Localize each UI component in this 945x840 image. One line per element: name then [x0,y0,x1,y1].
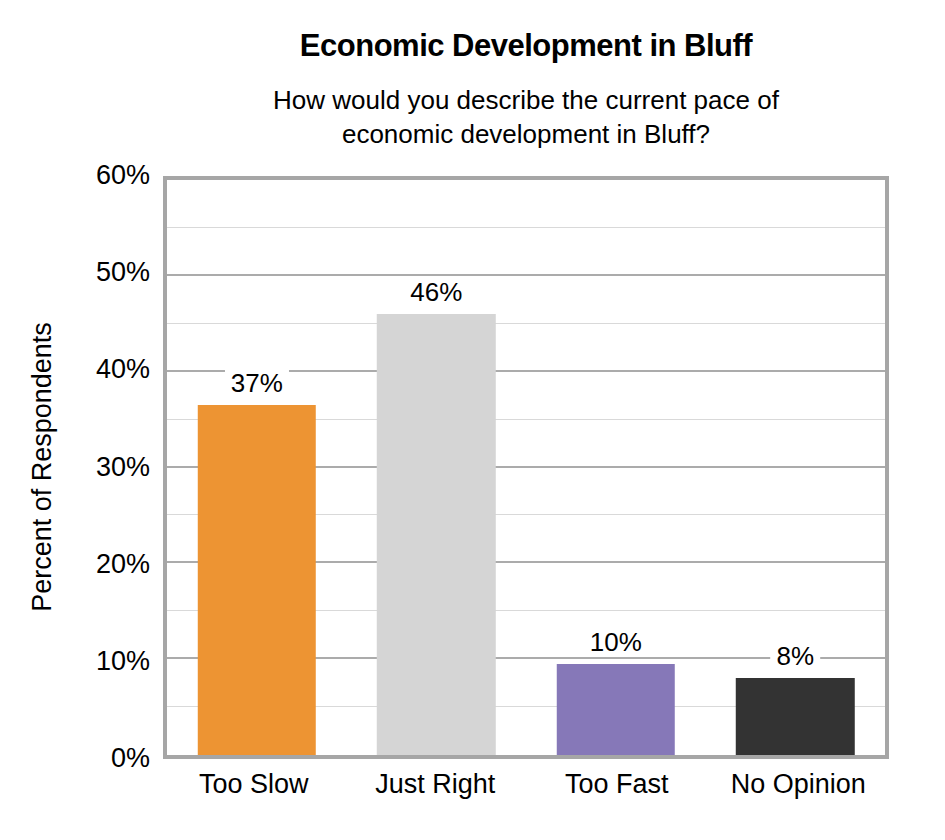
y-axis-tick-labels: 0%10%20%30%40%50%60% [0,176,150,759]
bar-data-label: 37% [225,369,289,398]
bar-too-slow [198,405,316,755]
bar-chart: Economic Development in Bluff How would … [0,0,945,840]
bar-column: 10% [526,180,706,755]
x-category-label: Too Fast [526,769,708,800]
chart-title: Economic Development in Bluff [163,28,889,64]
x-axis-category-labels: Too SlowJust RightToo FastNo Opinion [163,769,889,809]
bar-column: 37% [167,180,347,755]
chart-subtitle-text: How would you describe the current pace … [216,84,836,152]
x-category-label: Too Slow [163,769,345,800]
y-tick-label: 0% [0,745,150,772]
bar-no-opinion [736,678,854,755]
y-tick-label: 20% [0,551,150,578]
bar-data-label: 8% [770,642,820,671]
x-category-label: Just Right [345,769,527,800]
y-tick-label: 50% [0,259,150,286]
x-category-label: No Opinion [708,769,890,800]
plot-area: 37% 46% 10% 8% [163,176,889,759]
bar-data-label: 46% [404,278,468,307]
y-tick-label: 30% [0,454,150,481]
bar-just-right [377,314,495,755]
bar-column: 46% [347,180,527,755]
bar-data-label: 10% [584,628,648,657]
bar-column: 8% [706,180,886,755]
bar-too-fast [557,664,675,755]
chart-subtitle: How would you describe the current pace … [163,84,889,152]
y-tick-label: 10% [0,648,150,675]
y-tick-label: 40% [0,356,150,383]
y-tick-label: 60% [0,162,150,189]
